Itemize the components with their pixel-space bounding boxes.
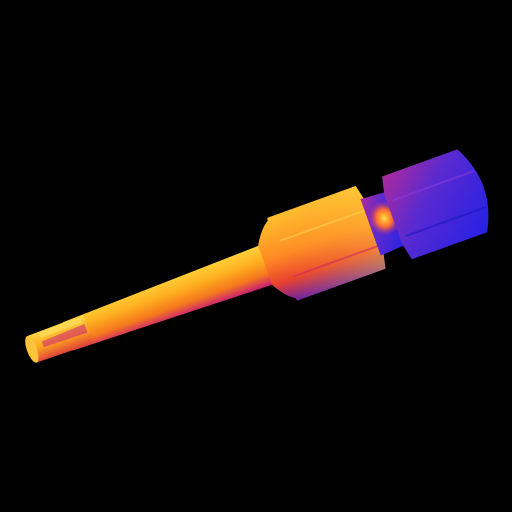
hex-edge [292,244,380,278]
tip-flute [41,324,88,348]
hex-orange-shade [267,185,386,301]
hex-edge [279,208,367,242]
tip-highlight [38,317,82,338]
bit [25,149,489,363]
hex-blue [382,149,489,260]
hex-edge [392,170,474,202]
hex-edge [405,205,487,237]
tip-face [25,336,39,363]
shaft [62,241,284,351]
